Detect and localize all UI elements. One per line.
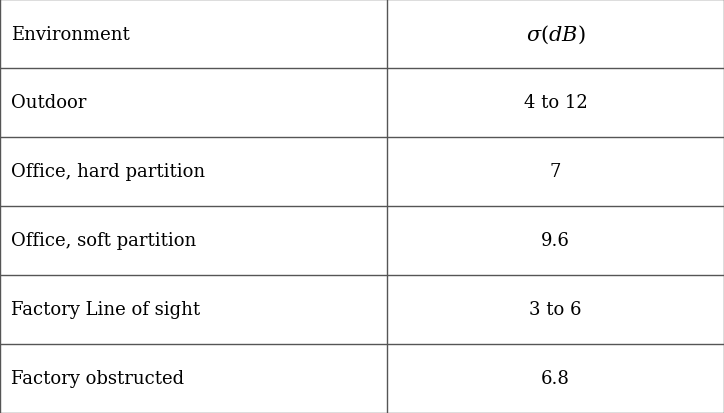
Text: 3 to 6: 3 to 6 [529,301,582,319]
Text: 9.6: 9.6 [542,232,570,250]
Text: $\sigma\mathit{(dB)}$: $\sigma\mathit{(dB)}$ [526,23,586,45]
Text: 6.8: 6.8 [542,370,570,387]
Text: Factory Line of sight: Factory Line of sight [11,301,200,319]
Text: Outdoor: Outdoor [11,94,86,112]
Text: 4 to 12: 4 to 12 [523,94,588,112]
Text: Environment: Environment [11,26,130,43]
Text: Office, hard partition: Office, hard partition [11,163,205,181]
Text: Office, soft partition: Office, soft partition [11,232,196,250]
Text: 7: 7 [550,163,561,181]
Text: Factory obstructed: Factory obstructed [11,370,184,387]
